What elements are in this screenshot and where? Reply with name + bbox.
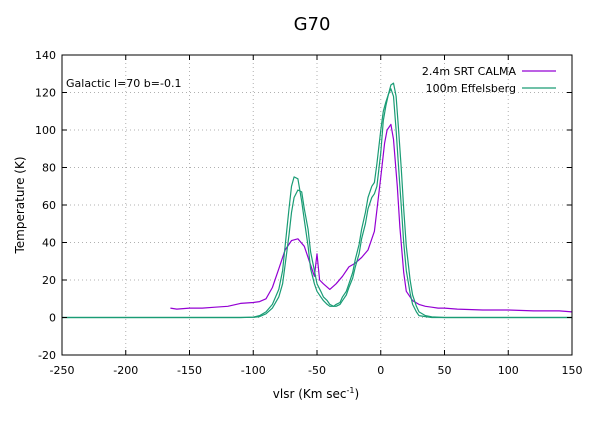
series-layer <box>62 82 573 319</box>
x-tick-label: 50 <box>438 364 452 377</box>
x-axis-label-main: vlsr (Km sec <box>273 387 347 401</box>
x-tick-label: -200 <box>113 364 138 377</box>
x-axis-label: vlsr (Km sec-1) <box>273 386 359 401</box>
x-tick-label: 150 <box>562 364 583 377</box>
x-tick-label: -50 <box>308 364 326 377</box>
y-tick-label: 80 <box>42 162 56 175</box>
ticks: -250 -200 -150 -100 -50 0 50 100 150-20020406080… <box>35 49 583 377</box>
y-tick-label: 120 <box>35 87 56 100</box>
x-tick-label: 0 <box>377 364 384 377</box>
x-tick-label: -150 <box>177 364 202 377</box>
x-axis-label-tail: ) <box>355 387 360 401</box>
series-line-effelsberg-b <box>62 82 572 319</box>
y-tick-label: 40 <box>42 237 56 250</box>
y-tick-label: 0 <box>49 312 56 325</box>
y-axis-label: Temperature (K) <box>13 156 27 254</box>
y-tick-label: 100 <box>35 124 56 137</box>
y-tick-label: 60 <box>42 199 56 212</box>
series-line-calma <box>170 123 573 313</box>
x-axis-label-superscript: -1 <box>347 386 355 395</box>
legend-label-effelsberg: 100m Effelsberg <box>426 82 516 95</box>
x-tick-label: 100 <box>498 364 519 377</box>
y-tick-label: 140 <box>35 49 56 62</box>
grid <box>62 55 572 355</box>
series-line-effelsberg <box>62 88 572 319</box>
y-tick-label: -20 <box>38 349 56 362</box>
x-tick-label: -100 <box>241 364 266 377</box>
y-tick-label: 20 <box>42 274 56 287</box>
chart-title: G70 <box>294 14 331 35</box>
legend: 2.4m SRT CALMA 100m Effelsberg <box>422 65 556 95</box>
galactic-annotation: Galactic l=70 b=-0.1 <box>66 77 181 90</box>
legend-label-calma: 2.4m SRT CALMA <box>422 65 517 78</box>
x-tick-label: -250 <box>50 364 75 377</box>
